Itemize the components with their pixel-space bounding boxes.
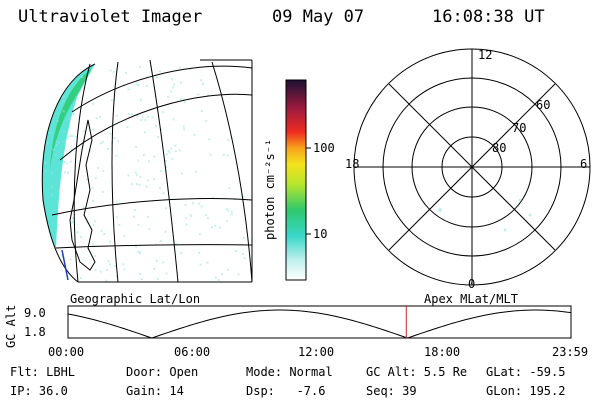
altitude-curve — [67, 309, 572, 339]
earth-limb — [41, 63, 96, 283]
timeline-ytick-1.8: 1.8 — [24, 325, 46, 339]
colorbar-tick-10: 10 — [313, 227, 328, 241]
time-label: 16:08:38 UT — [432, 7, 545, 27]
mlt-label-0: 0 — [468, 277, 476, 291]
xtick-1200: 12:00 — [298, 345, 335, 359]
colorbar-tick-100: 100 — [313, 141, 335, 155]
coastline — [69, 119, 96, 271]
apex-label: Apex MLat/MLT — [424, 292, 518, 306]
lat-lon-grid — [51, 59, 253, 283]
xtick-2359: 23:59 — [552, 345, 589, 359]
info-door: Door: Open — [126, 365, 199, 379]
mlt-label-12: 12 — [478, 48, 493, 62]
mlat-label-60: 60 — [536, 98, 551, 112]
info-dsp: Dsp: -7.6 — [246, 384, 326, 398]
date-label: 09 May 07 — [272, 7, 365, 27]
info-gcalt: GC Alt: 5.5 Re — [366, 365, 468, 379]
mlt-label-18: 18 — [345, 157, 360, 171]
info-mode: Mode: Normal — [246, 365, 333, 379]
map-projection-label: Geographic Lat/Lon — [70, 292, 201, 306]
xtick-0600: 06:00 — [174, 345, 211, 359]
mlat-label-70: 70 — [512, 121, 527, 135]
info-ip: IP: 36.0 — [10, 384, 68, 398]
mlt-label-6: 6 — [580, 157, 588, 171]
app-title: Ultraviolet Imager — [18, 7, 203, 27]
info-flt: Flt: LBHL — [10, 365, 76, 379]
info-glat: GLat: -59.5 — [486, 365, 566, 379]
timeline-ytick-9: 9.0 — [24, 306, 46, 320]
info-glon: GLon: 195.2 — [486, 384, 566, 398]
mlat-label-80: 80 — [492, 141, 507, 155]
xtick-1800: 18:00 — [424, 345, 461, 359]
track-line — [61, 249, 69, 281]
info-seq: Seq: 39 — [366, 384, 417, 398]
xtick-0000: 00:00 — [48, 345, 85, 359]
info-gain: Gain: 14 — [126, 384, 184, 398]
